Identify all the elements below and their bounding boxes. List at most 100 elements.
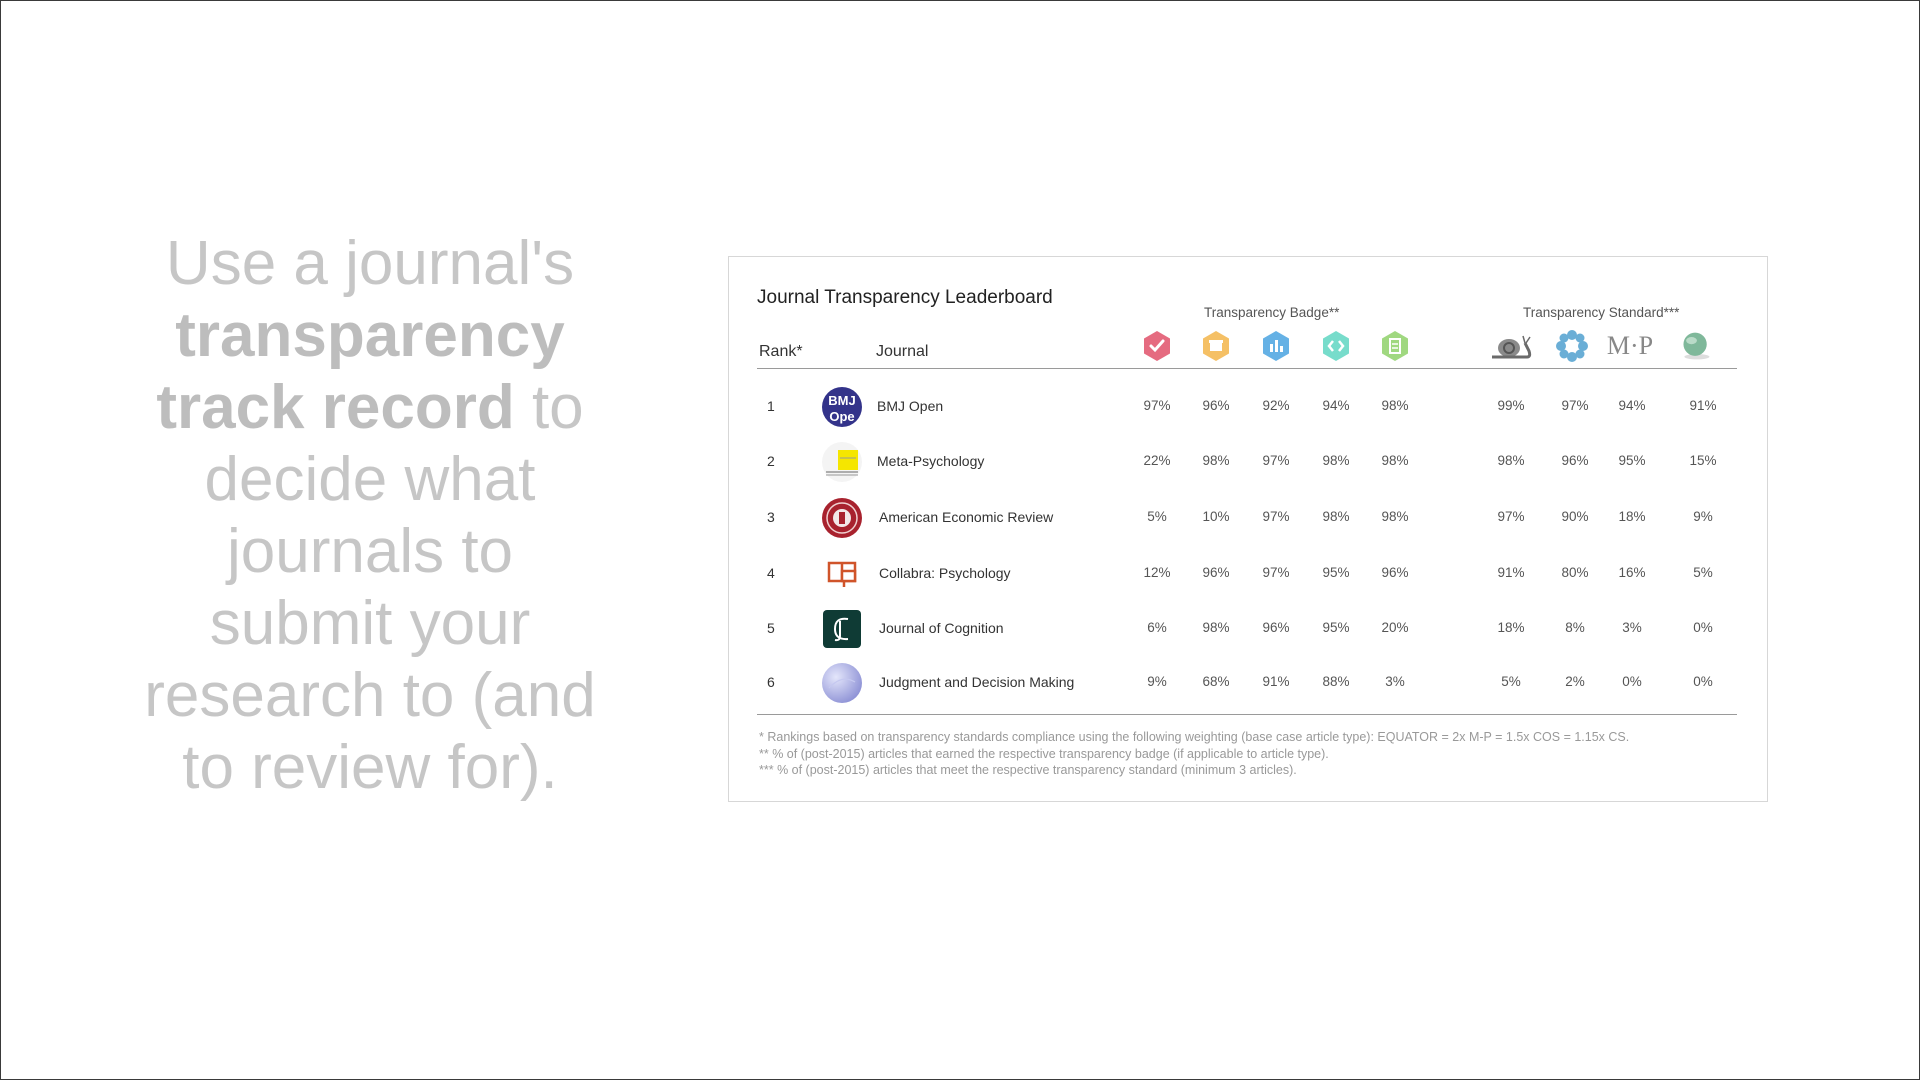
badge-value: 98% <box>1202 453 1230 468</box>
badge-value: 3% <box>1385 674 1405 689</box>
standard-value: 3% <box>1622 620 1642 635</box>
leaderboard-card: Journal Transparency Leaderboard Transpa… <box>728 256 1768 802</box>
journal-header: Journal <box>876 343 929 360</box>
footnotes: * Rankings based on transparency standar… <box>759 729 1629 779</box>
headline-pre: Use a journal's <box>165 229 575 298</box>
leaderboard-title: Journal Transparency Leaderboard <box>757 287 1053 308</box>
standard-value: 91% <box>1497 565 1525 580</box>
open-code-badge-icon <box>1319 329 1353 363</box>
standard-value: 0% <box>1693 620 1713 635</box>
bmj-open-logo: BMJ Ope <box>821 386 863 428</box>
badge-value: 6% <box>1147 620 1167 635</box>
jdm-logo <box>821 662 863 704</box>
standard-value: 97% <box>1561 398 1589 413</box>
standard-value: 98% <box>1497 453 1525 468</box>
rank-cell: 2 <box>767 453 775 469</box>
table-row[interactable]: 1 BMJ Ope BMJ Open 97% 96% 92% 94% 98% 99… <box>729 385 1767 429</box>
badge-value: 96% <box>1262 620 1290 635</box>
badge-value: 98% <box>1381 509 1409 524</box>
table-row[interactable]: 5 Journal of Cognition 6% 98% 96% 95% 20… <box>729 607 1767 651</box>
standard-value: 95% <box>1618 453 1646 468</box>
badge-value: 20% <box>1381 620 1409 635</box>
badge-value: 96% <box>1202 565 1230 580</box>
standard-value: 94% <box>1618 398 1646 413</box>
journal-name[interactable]: Journal of Cognition <box>879 620 1004 636</box>
table-row[interactable]: 3 American Economic Review 5% 10% 97% 98… <box>729 496 1767 540</box>
meta-psychology-logo <box>821 441 863 483</box>
standard-value: 9% <box>1693 509 1713 524</box>
journal-name[interactable]: American Economic Review <box>879 509 1054 525</box>
preregistered-badge-icon <box>1140 329 1174 363</box>
headline: Use a journal's transparency track recor… <box>130 228 610 804</box>
rank-cell: 5 <box>767 620 775 636</box>
badge-value: 12% <box>1143 565 1171 580</box>
badge-value: 97% <box>1262 509 1290 524</box>
globe-standard-icon <box>1679 329 1713 363</box>
headline-bold: transparency track record <box>156 301 565 442</box>
badge-value: 95% <box>1322 565 1350 580</box>
open-materials-badge-icon <box>1199 329 1233 363</box>
footnote-badges: ** % of (post-2015) articles that earned… <box>759 746 1329 761</box>
badge-value: 10% <box>1202 509 1230 524</box>
standard-value: 0% <box>1693 674 1713 689</box>
rank-cell: 4 <box>767 565 775 581</box>
journal-of-cognition-logo <box>821 608 863 650</box>
badge-value: 97% <box>1143 398 1171 413</box>
standard-value: 90% <box>1561 509 1589 524</box>
table-row[interactable]: 2 Meta-Psychology 22% 98% 97% 98% 98% 98… <box>729 440 1767 484</box>
badge-value: 95% <box>1322 620 1350 635</box>
badge-value: 91% <box>1262 674 1290 689</box>
standard-value: 18% <box>1618 509 1646 524</box>
snail-standard-icon <box>1489 329 1533 363</box>
rank-cell: 3 <box>767 509 775 525</box>
standard-value: 5% <box>1501 674 1521 689</box>
badge-value: 98% <box>1322 453 1350 468</box>
badge-value: 98% <box>1381 453 1409 468</box>
badge-value: 97% <box>1262 565 1290 580</box>
mp-standard-icon-text: M·P <box>1606 331 1654 360</box>
journal-name[interactable]: Collabra: Psychology <box>879 565 1011 581</box>
standard-value: 99% <box>1497 398 1525 413</box>
open-preprint-badge-icon <box>1378 329 1412 363</box>
badge-value: 96% <box>1202 398 1230 413</box>
badge-value: 98% <box>1322 509 1350 524</box>
journal-name[interactable]: BMJ Open <box>877 398 944 414</box>
badge-value: 22% <box>1143 453 1171 468</box>
journal-name[interactable]: Judgment and Decision Making <box>879 674 1075 690</box>
rank-header: Rank* <box>759 343 803 360</box>
standard-value: 18% <box>1497 620 1525 635</box>
badge-value: 88% <box>1322 674 1350 689</box>
badge-value: 92% <box>1262 398 1290 413</box>
collabra-logo <box>821 553 863 595</box>
rank-cell: 6 <box>767 674 775 690</box>
mp-standard-icon: M·P <box>1607 329 1653 363</box>
standard-value: 8% <box>1565 620 1585 635</box>
standard-value: 97% <box>1497 509 1525 524</box>
table-row[interactable]: 6 Judgment and Decision Making 9% 68% 91… <box>729 661 1767 705</box>
journal-name[interactable]: Meta-Psychology <box>877 453 985 469</box>
badge-value: 9% <box>1147 674 1167 689</box>
standard-value: 2% <box>1565 674 1585 689</box>
badge-value: 98% <box>1381 398 1409 413</box>
open-data-badge-icon <box>1259 329 1293 363</box>
standard-value: 96% <box>1561 453 1589 468</box>
badge-value: 5% <box>1147 509 1167 524</box>
standard-value: 5% <box>1693 565 1713 580</box>
badge-value: 94% <box>1322 398 1350 413</box>
table-row[interactable]: 4 Collabra: Psychology 12% 96% 97% 95% 9… <box>729 552 1767 596</box>
rank-cell: 1 <box>767 398 775 414</box>
standard-group-label: Transparency Standard*** <box>1523 305 1680 320</box>
badge-value: 98% <box>1202 620 1230 635</box>
svg-text:Ope: Ope <box>829 409 854 424</box>
footnote-rankings: * Rankings based on transparency standar… <box>759 730 1630 744</box>
badge-value: 96% <box>1381 565 1409 580</box>
header-divider <box>757 368 1737 369</box>
standard-value: 15% <box>1689 453 1717 468</box>
standard-value: 0% <box>1622 674 1642 689</box>
svg-text:BMJ: BMJ <box>828 393 855 408</box>
headline-post: to decide what journals to submit your r… <box>144 373 596 802</box>
flower-standard-icon <box>1555 329 1589 363</box>
badge-value: 68% <box>1202 674 1230 689</box>
badge-group-label: Transparency Badge** <box>1204 305 1340 320</box>
footnote-standards: *** % of (post-2015) articles that meet … <box>759 763 1297 777</box>
